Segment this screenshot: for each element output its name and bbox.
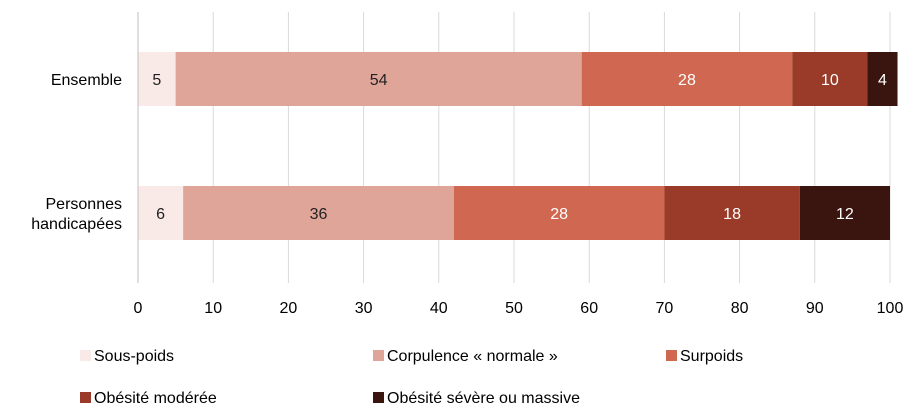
legend-swatch [80, 350, 91, 361]
data-label: 54 [370, 72, 388, 89]
bar-segment [799, 186, 890, 240]
legend-swatch [373, 350, 384, 361]
x-tick-label: 20 [280, 300, 298, 317]
bar-segment [175, 52, 582, 106]
x-tick-label: 30 [355, 300, 373, 317]
x-tick-label: 100 [877, 300, 904, 317]
data-label: 36 [310, 206, 328, 223]
legend-swatch [666, 350, 677, 361]
x-tick-label: 0 [134, 300, 143, 317]
data-label: 6 [156, 206, 165, 223]
data-label: 5 [152, 72, 161, 89]
category-label: handicapées [31, 216, 122, 233]
data-label: 28 [550, 206, 568, 223]
bar-segment [138, 52, 176, 106]
x-tick-label: 80 [731, 300, 749, 317]
bar-segment [792, 52, 868, 106]
bar-segment [183, 186, 454, 240]
legend-label: Obésité modérée [94, 390, 217, 407]
legend-swatch [373, 392, 384, 403]
legend-label: Surpoids [680, 348, 743, 365]
x-tick-label: 60 [580, 300, 598, 317]
legend-label: Corpulence « normale » [387, 348, 558, 365]
data-label: 4 [878, 72, 887, 89]
bar-segment [453, 186, 665, 240]
legend-label: Sous-poids [94, 348, 174, 365]
legend-label: Obésité sévère ou massive [387, 390, 580, 407]
x-tick-label: 70 [656, 300, 674, 317]
x-tick-label: 50 [505, 300, 523, 317]
data-label: 28 [678, 72, 696, 89]
category-label: Personnes [46, 196, 123, 213]
category-label: Ensemble [51, 72, 122, 89]
data-label: 12 [836, 206, 854, 223]
data-label: 18 [723, 206, 741, 223]
bar-segment [664, 186, 800, 240]
x-tick-label: 90 [806, 300, 824, 317]
x-tick-label: 10 [204, 300, 222, 317]
x-tick-label: 40 [430, 300, 448, 317]
data-label: 10 [821, 72, 839, 89]
legend-swatch [80, 392, 91, 403]
bar-segment [867, 52, 898, 106]
bar-segment [138, 186, 184, 240]
bar-segment [581, 52, 793, 106]
